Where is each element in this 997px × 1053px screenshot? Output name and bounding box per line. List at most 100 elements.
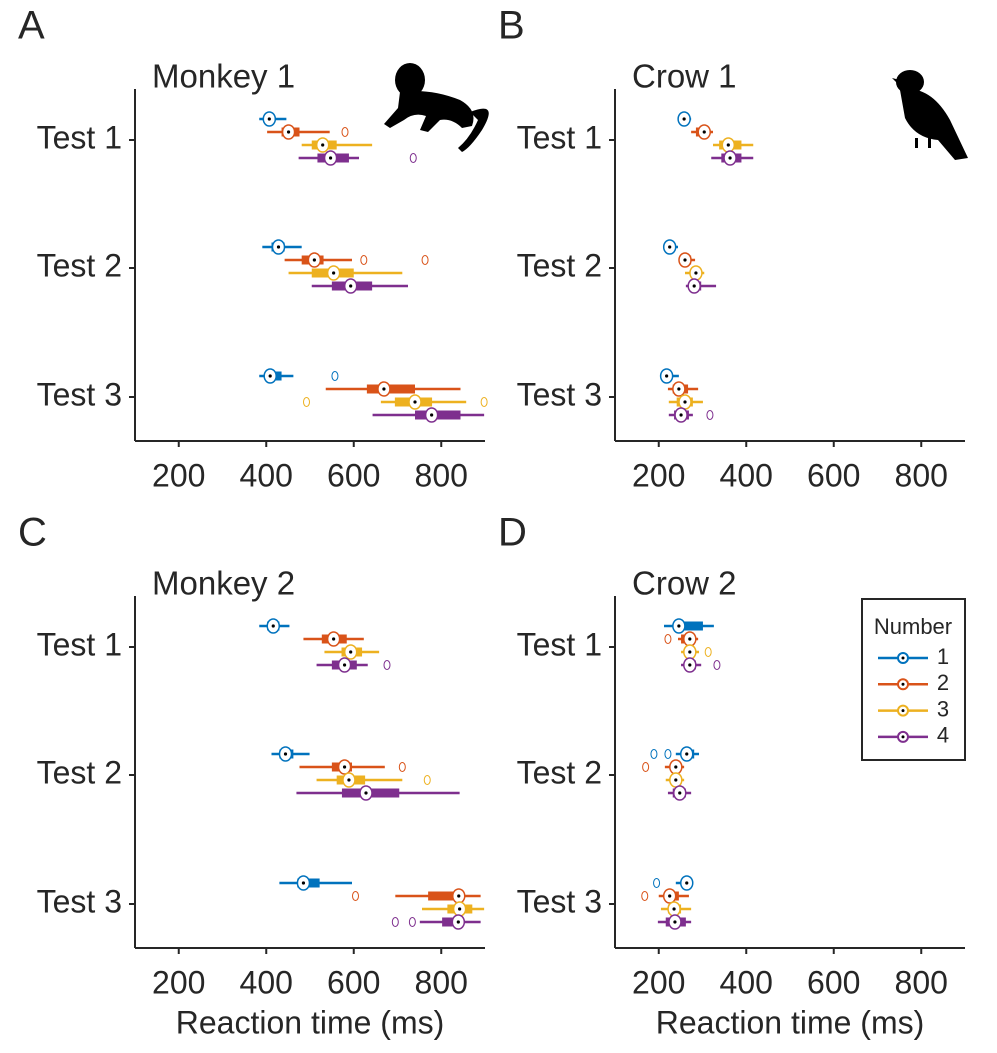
median-dot [312,258,316,262]
median-dot [332,637,336,641]
y-tick-label: Test 1 [37,119,122,155]
y-tick-label: Test 2 [37,754,122,790]
median-dot [728,156,732,160]
outlier [664,634,672,644]
outlier [360,255,368,265]
box [366,384,415,394]
panel-title: Monkey 2 [152,565,295,602]
median-dot [342,663,347,667]
median-dot [672,907,676,911]
median-dot [683,258,687,262]
panel-title: Crow 2 [632,565,737,602]
median-dot [457,894,461,898]
x-axis-label: Reaction time (ms) [176,1004,445,1040]
legend-dot [901,735,905,739]
outlier [653,878,661,888]
median-dot [685,881,689,885]
y-tick-label: Test 3 [37,376,122,412]
panel-letter: B [498,4,525,48]
box [442,917,461,927]
outlier [713,660,721,670]
outlier [704,647,712,657]
y-tick-label: Test 1 [517,119,602,155]
x-tick-label: 400 [720,457,773,493]
x-tick-label: 200 [152,457,205,493]
median-dot [668,245,672,249]
median-dot [382,387,386,391]
legend-label: 4 [937,723,949,748]
median-dot [688,650,692,654]
median-dot [456,920,460,924]
median-dot [286,130,291,134]
median-dot [692,284,696,288]
x-tick-label: 600 [327,457,380,493]
y-tick-label: Test 1 [517,626,602,662]
median-dot [679,413,683,417]
outlier [706,410,714,420]
panel-letter: A [18,4,45,48]
median-dot [688,637,692,641]
x-tick-label: 200 [632,457,685,493]
outlier [331,371,339,381]
x-tick-label: 800 [415,457,468,493]
outlier [664,749,672,759]
x-tick-label: 800 [895,964,948,1000]
crow-icon [892,70,968,160]
median-dot [283,752,288,756]
median-dot [694,271,698,275]
outlier [650,749,658,759]
x-tick-label: 600 [807,457,860,493]
median-dot [674,765,678,769]
y-tick-label: Test 2 [517,754,602,790]
x-tick-label: 800 [415,964,468,1000]
y-tick-label: Test 3 [517,376,602,412]
median-dot [674,778,678,782]
legend-label: 1 [937,644,949,669]
outlier [383,660,391,670]
box [675,621,703,631]
median-dot [726,143,730,147]
box [428,891,462,901]
x-tick-label: 400 [240,457,293,493]
legend-dot [901,709,905,713]
median-dot [349,650,353,654]
median-dot [677,624,681,628]
outlier [303,397,310,407]
median-dot [328,156,333,160]
median-dot [276,245,281,249]
panel-letter: C [18,511,47,555]
median-dot [673,920,677,924]
median-dot [688,663,692,667]
outlier [341,127,349,137]
median-dot [332,271,336,275]
y-tick-label: Test 2 [517,247,602,283]
median-dot [430,413,434,417]
median-dot [702,130,706,134]
x-tick-label: 400 [720,964,773,1000]
y-tick-label: Test 3 [37,883,122,919]
outlier [641,891,649,901]
outlier [398,762,406,772]
median-dot [347,778,351,782]
median-dot [342,765,347,769]
monkey-icon [384,63,489,152]
median-dot [321,143,325,147]
median-dot [268,374,272,378]
median-dot [364,791,368,795]
median-dot [678,791,682,795]
median-dot [682,117,686,121]
median-dot [267,117,271,121]
y-tick-label: Test 2 [37,247,122,283]
median-dot [349,284,353,288]
panel-title: Crow 1 [632,58,737,95]
outlier [480,397,488,407]
median-dot [413,400,417,404]
median-dot [683,400,687,404]
y-tick-label: Test 1 [37,626,122,662]
outlier [352,891,359,901]
legend-dot [901,682,905,686]
outlier [642,762,650,772]
x-tick-label: 400 [240,964,293,1000]
legend-box [861,598,966,761]
